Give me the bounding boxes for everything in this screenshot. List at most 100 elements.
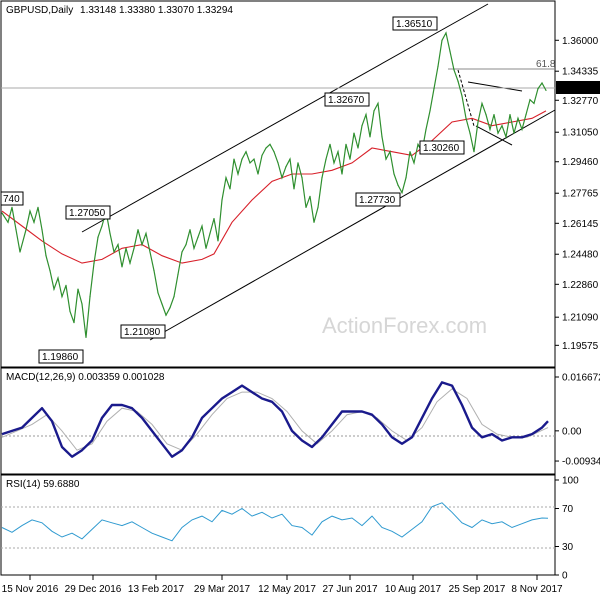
price-point-129 <box>521 128 523 130</box>
price-point-51 <box>209 232 211 234</box>
price-point-68 <box>277 162 279 164</box>
price-point-66 <box>269 143 271 145</box>
price-point-123 <box>497 132 499 134</box>
price-point-46 <box>189 229 191 231</box>
price-point-72 <box>293 188 295 190</box>
price-point-54 <box>221 199 223 201</box>
price-point-120 <box>485 114 487 116</box>
price-point-38 <box>157 292 159 294</box>
price-point-9 <box>41 229 43 231</box>
price-point-96 <box>389 151 391 153</box>
x-tick-label-0: 15 Nov 2016 <box>2 584 59 595</box>
rsi-line <box>1 502 549 542</box>
watermark: ActionForex.com <box>322 313 487 338</box>
price-point-128 <box>517 117 519 119</box>
price-point-95 <box>385 158 387 160</box>
price-ytick-label-9: 1.21090 <box>562 313 599 324</box>
price-point-78 <box>317 206 319 208</box>
x-tick-label-8: 8 Nov 2017 <box>511 584 563 595</box>
macd-panel-title: MACD(12,26,9) 0.003359 0.001028 <box>6 372 165 383</box>
price-point-122 <box>493 114 495 116</box>
rsi-ytick-label-2: 30 <box>562 542 574 553</box>
price-point-26 <box>109 232 111 234</box>
annotation-box-2 <box>419 140 465 155</box>
price-point-56 <box>229 188 231 190</box>
price-panel-title: GBPUSD,Daily 1.33148 1.33380 1.33070 1.3… <box>6 5 233 16</box>
price-point-101 <box>409 151 411 153</box>
price-point-102 <box>413 162 415 164</box>
annotation-3: 1.27730 <box>359 195 396 206</box>
price-ytick-label-1: 1.34335 <box>562 67 599 78</box>
price-point-121 <box>489 128 491 130</box>
price-point-57 <box>233 158 235 160</box>
price-annotations: 1.36510 1.32670 1.30260 1.27730 1.27050 … <box>0 16 556 364</box>
price-point-15 <box>65 284 67 286</box>
price-point-92 <box>373 110 375 112</box>
price-point-62 <box>253 158 255 160</box>
price-point-71 <box>289 158 291 160</box>
price-point-133 <box>537 88 539 90</box>
rsi-ytick-label-0: 100 <box>562 476 579 487</box>
price-point-7 <box>33 221 35 223</box>
price-point-28 <box>117 244 119 246</box>
price-point-132 <box>533 102 535 104</box>
price-point-42 <box>173 296 175 298</box>
price-point-74 <box>301 177 303 179</box>
trend-lines <box>81 3 556 341</box>
price-point-98 <box>397 184 399 186</box>
price-point-89 <box>361 125 363 127</box>
price-point-106 <box>429 110 431 112</box>
price-ytick-label-3: 1.31050 <box>562 128 599 139</box>
price-point-97 <box>393 173 395 175</box>
price-point-53 <box>217 240 219 242</box>
x-tick-label-7: 25 Sep 2017 <box>449 584 506 595</box>
price-point-52 <box>213 218 215 220</box>
channel-upper-line <box>81 3 489 233</box>
annotation-high: 1.36510 <box>396 19 433 30</box>
price-point-3 <box>15 229 17 231</box>
price-point-69 <box>281 177 283 179</box>
macd-main-layer <box>1 381 549 458</box>
price-point-19 <box>81 303 83 305</box>
price-point-126 <box>509 114 511 116</box>
price-point-99 <box>401 192 403 194</box>
price-point-105 <box>425 128 427 130</box>
annotation-5: 1.21080 <box>124 327 161 338</box>
price-point-93 <box>377 102 379 104</box>
price-point-83 <box>337 151 339 153</box>
price-point-49 <box>201 225 203 227</box>
price-point-75 <box>305 206 307 208</box>
price-point-2 <box>11 206 13 208</box>
price-point-50 <box>205 247 207 249</box>
x-tick-label-2: 13 Feb 2017 <box>128 584 185 595</box>
price-point-116 <box>469 132 471 134</box>
price-point-23 <box>97 236 99 238</box>
price-point-30 <box>125 247 127 249</box>
price-point-117 <box>473 151 475 153</box>
price-point-94 <box>381 136 383 138</box>
price-ytick-label-6: 1.26145 <box>562 219 599 230</box>
price-point-58 <box>237 173 239 175</box>
price-point-22 <box>93 262 95 264</box>
annotation-6: 1.19860 <box>42 352 79 363</box>
annotation-box-7 <box>0 191 24 206</box>
macd-ytick-label-2: -0.009345 <box>562 457 600 468</box>
rsi-ytick-label-1: 70 <box>562 504 574 515</box>
price-point-108 <box>437 65 439 67</box>
price-point-12 <box>53 288 55 290</box>
price-point-20 <box>85 336 87 338</box>
annotation-box-5 <box>120 324 166 339</box>
price-point-39 <box>161 303 163 305</box>
price-point-59 <box>241 158 243 160</box>
price-ytick-label-2: 1.32770 <box>562 96 599 107</box>
price-point-24 <box>101 225 103 227</box>
price-point-112 <box>453 69 455 71</box>
sma-line-layer <box>1 110 547 264</box>
price-point-111 <box>449 50 451 53</box>
price-point-91 <box>369 136 371 138</box>
annotation-box-high <box>392 16 438 31</box>
current-price-tag <box>556 81 600 94</box>
price-ytick-label-0: 1.36000 <box>562 36 599 47</box>
price-point-113 <box>457 80 459 82</box>
